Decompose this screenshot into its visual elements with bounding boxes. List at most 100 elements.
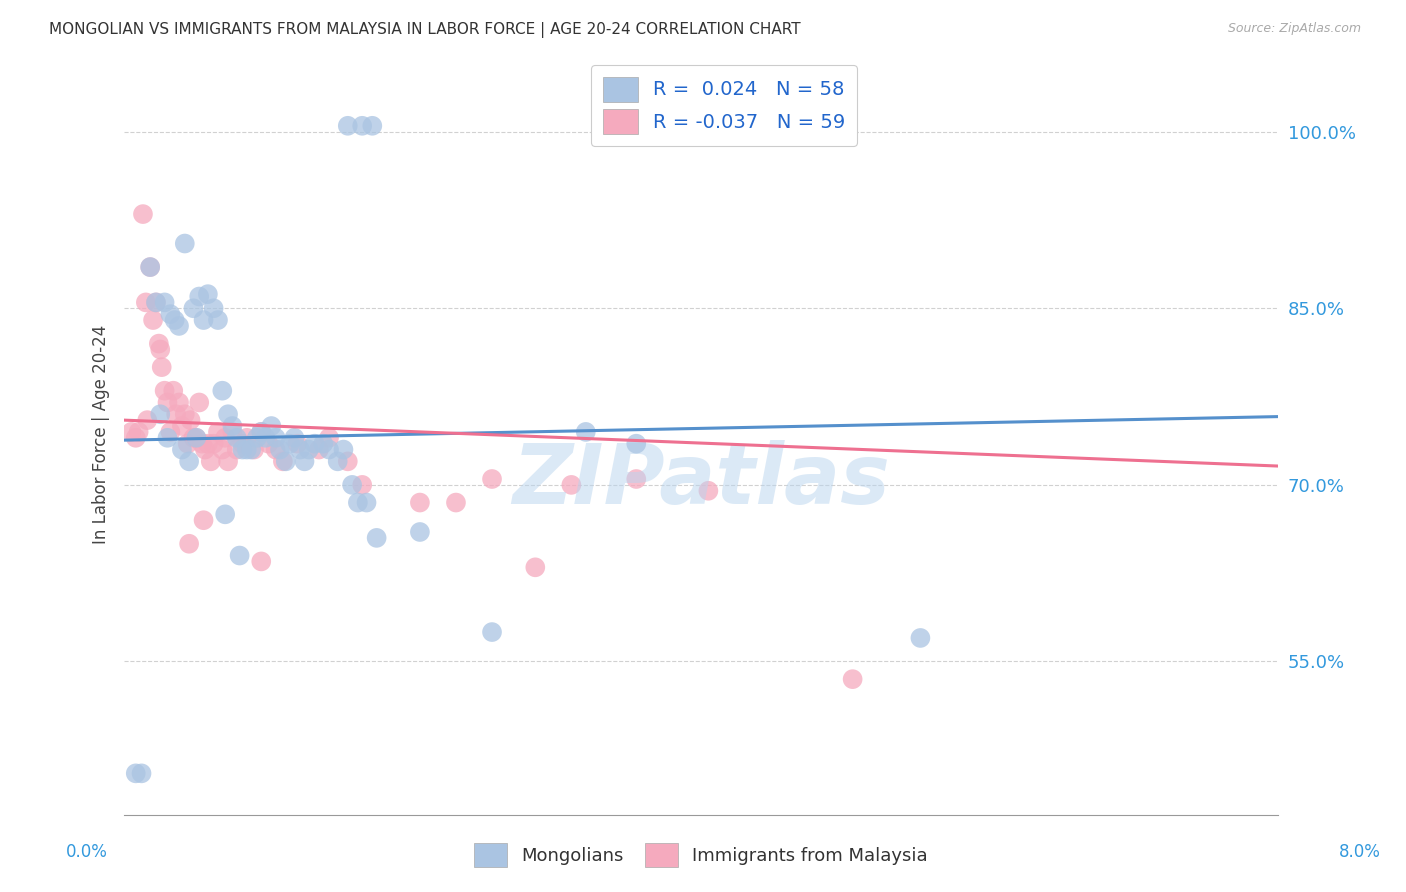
Point bbox=[575, 425, 598, 439]
Point bbox=[217, 454, 239, 468]
Point bbox=[352, 478, 374, 492]
Point bbox=[197, 287, 219, 301]
Point bbox=[207, 425, 229, 439]
Point bbox=[254, 431, 277, 445]
Point bbox=[131, 766, 153, 780]
Point bbox=[214, 508, 236, 522]
Point bbox=[290, 442, 312, 457]
Point bbox=[156, 395, 179, 409]
Point bbox=[183, 431, 205, 445]
Point bbox=[326, 454, 349, 468]
Point bbox=[524, 560, 547, 574]
Text: ZIPatlas: ZIPatlas bbox=[512, 440, 890, 521]
Point bbox=[186, 431, 208, 445]
Point bbox=[211, 384, 233, 398]
Text: 0.0%: 0.0% bbox=[66, 843, 108, 861]
Point bbox=[217, 407, 239, 421]
Y-axis label: In Labor Force | Age 20-24: In Labor Force | Age 20-24 bbox=[93, 326, 110, 544]
Point bbox=[125, 766, 148, 780]
Point bbox=[188, 289, 211, 303]
Point bbox=[202, 301, 225, 316]
Point bbox=[283, 431, 305, 445]
Point bbox=[159, 307, 181, 321]
Point bbox=[159, 425, 181, 439]
Point bbox=[231, 436, 253, 450]
Point bbox=[179, 537, 201, 551]
Point bbox=[274, 454, 297, 468]
Point bbox=[191, 436, 214, 450]
Point bbox=[139, 260, 162, 274]
Point bbox=[298, 442, 321, 457]
Point bbox=[231, 442, 253, 457]
Point bbox=[221, 425, 243, 439]
Point bbox=[336, 454, 359, 468]
Point bbox=[481, 472, 503, 486]
Point bbox=[340, 478, 363, 492]
Point bbox=[236, 442, 259, 457]
Point bbox=[243, 442, 266, 457]
Point bbox=[153, 295, 176, 310]
Point bbox=[214, 431, 236, 445]
Point bbox=[202, 436, 225, 450]
Point bbox=[264, 442, 287, 457]
Point bbox=[294, 454, 316, 468]
Point bbox=[167, 318, 190, 333]
Point bbox=[170, 419, 193, 434]
Point bbox=[225, 442, 247, 457]
Point bbox=[200, 454, 222, 468]
Point bbox=[173, 236, 195, 251]
Point bbox=[162, 384, 184, 398]
Point bbox=[260, 419, 283, 434]
Point bbox=[136, 413, 159, 427]
Point bbox=[264, 431, 287, 445]
Point bbox=[197, 436, 219, 450]
Point bbox=[148, 336, 170, 351]
Point bbox=[128, 425, 150, 439]
Point bbox=[356, 495, 378, 509]
Point bbox=[250, 554, 273, 568]
Point bbox=[250, 425, 273, 439]
Point bbox=[179, 454, 201, 468]
Point bbox=[173, 407, 195, 421]
Point bbox=[409, 524, 432, 539]
Point bbox=[170, 442, 193, 457]
Point bbox=[149, 407, 172, 421]
Point bbox=[145, 295, 167, 310]
Point bbox=[269, 442, 291, 457]
Point bbox=[183, 301, 205, 316]
Point bbox=[176, 436, 198, 450]
Point bbox=[193, 513, 215, 527]
Point bbox=[246, 431, 269, 445]
Point bbox=[361, 119, 384, 133]
Point bbox=[120, 425, 142, 439]
Point bbox=[352, 119, 374, 133]
Point bbox=[347, 495, 370, 509]
Point bbox=[697, 483, 720, 498]
Point bbox=[626, 436, 648, 450]
Point bbox=[841, 672, 863, 686]
Point bbox=[188, 395, 211, 409]
Text: Source: ZipAtlas.com: Source: ZipAtlas.com bbox=[1227, 22, 1361, 36]
Point bbox=[366, 531, 388, 545]
Point bbox=[150, 360, 173, 375]
Point bbox=[139, 260, 162, 274]
Text: MONGOLIAN VS IMMIGRANTS FROM MALAYSIA IN LABOR FORCE | AGE 20-24 CORRELATION CHA: MONGOLIAN VS IMMIGRANTS FROM MALAYSIA IN… bbox=[49, 22, 801, 38]
Point bbox=[626, 472, 648, 486]
Point bbox=[135, 295, 157, 310]
Point bbox=[409, 495, 432, 509]
Point bbox=[165, 407, 187, 421]
Point bbox=[910, 631, 932, 645]
Point bbox=[240, 442, 263, 457]
Point bbox=[481, 625, 503, 640]
Point bbox=[312, 436, 335, 450]
Point bbox=[318, 442, 340, 457]
Point bbox=[163, 313, 186, 327]
Point bbox=[444, 495, 467, 509]
Point bbox=[156, 431, 179, 445]
Point bbox=[132, 207, 155, 221]
Point bbox=[271, 454, 294, 468]
Point bbox=[278, 436, 301, 450]
Point bbox=[304, 436, 326, 450]
Point bbox=[285, 436, 308, 450]
Point bbox=[332, 442, 354, 457]
